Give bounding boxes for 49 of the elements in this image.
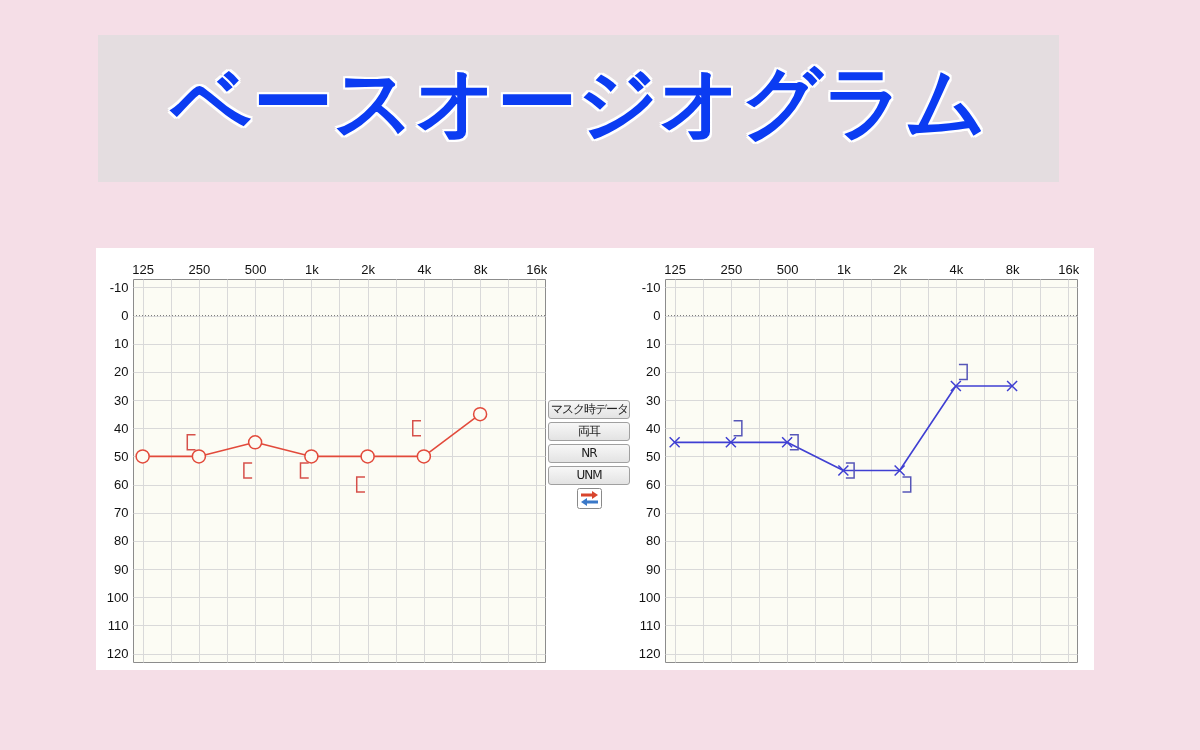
y-tick-label: 70	[114, 505, 129, 521]
x-tick-label: 500	[776, 261, 799, 277]
x-tick-label: 2k	[893, 261, 908, 277]
y-tick-label: 10	[114, 336, 129, 352]
y-tick-label: 70	[646, 505, 661, 521]
y-tick-label: 30	[114, 392, 129, 408]
y-tick-label: 10	[646, 336, 661, 352]
y-tick-label: 40	[114, 420, 129, 436]
y-tick-label: -10	[109, 279, 129, 295]
button: 両耳	[548, 422, 630, 441]
y-tick-label: 60	[646, 477, 661, 493]
y-tick-label: 60	[114, 477, 129, 493]
y-tick-label: 30	[646, 392, 661, 408]
x-tick-label: 8k	[1005, 261, 1020, 277]
y-tick-label: 90	[114, 561, 129, 577]
y-tick-label: 20	[646, 364, 661, 380]
x-tick-label: 2k	[361, 261, 376, 277]
x-tick-label: 125	[664, 261, 686, 277]
y-tick-label: 80	[646, 533, 661, 549]
x-tick-label: 16k	[1058, 261, 1080, 277]
y-tick-label: 120	[106, 646, 129, 662]
y-tick-label: 40	[646, 420, 661, 436]
button: マスク時データ	[548, 400, 630, 419]
x-tick-label: 8k	[473, 261, 488, 277]
x-tick-label: 4k	[949, 261, 964, 277]
y-tick-label: 100	[638, 589, 661, 605]
button: UNM	[548, 466, 630, 485]
x-tick-label: 4k	[417, 261, 432, 277]
y-tick-label: 100	[106, 589, 129, 605]
x-tick-label: 250	[720, 261, 743, 277]
y-tick-label: 90	[646, 561, 661, 577]
y-tick-label: 20	[114, 364, 129, 380]
y-tick-label: 0	[121, 308, 129, 324]
y-tick-label: 120	[638, 646, 661, 662]
chart-title: ベースオージオグラム	[168, 56, 988, 149]
y-tick-label: 110	[639, 617, 661, 633]
x-tick-label: 250	[188, 261, 211, 277]
x-tick-label: 16k	[526, 261, 548, 277]
button: NR	[548, 444, 630, 463]
y-tick-label: -10	[641, 279, 661, 295]
y-tick-label: 50	[646, 448, 661, 464]
y-tick-label: 50	[114, 448, 129, 464]
x-tick-label: 500	[244, 261, 267, 277]
y-tick-label: 0	[653, 308, 661, 324]
x-tick-label: 125	[132, 261, 154, 277]
x-tick-label: 1k	[305, 261, 320, 277]
y-tick-label: 110	[107, 617, 129, 633]
y-tick-label: 80	[114, 533, 129, 549]
x-tick-label: 1k	[837, 261, 852, 277]
